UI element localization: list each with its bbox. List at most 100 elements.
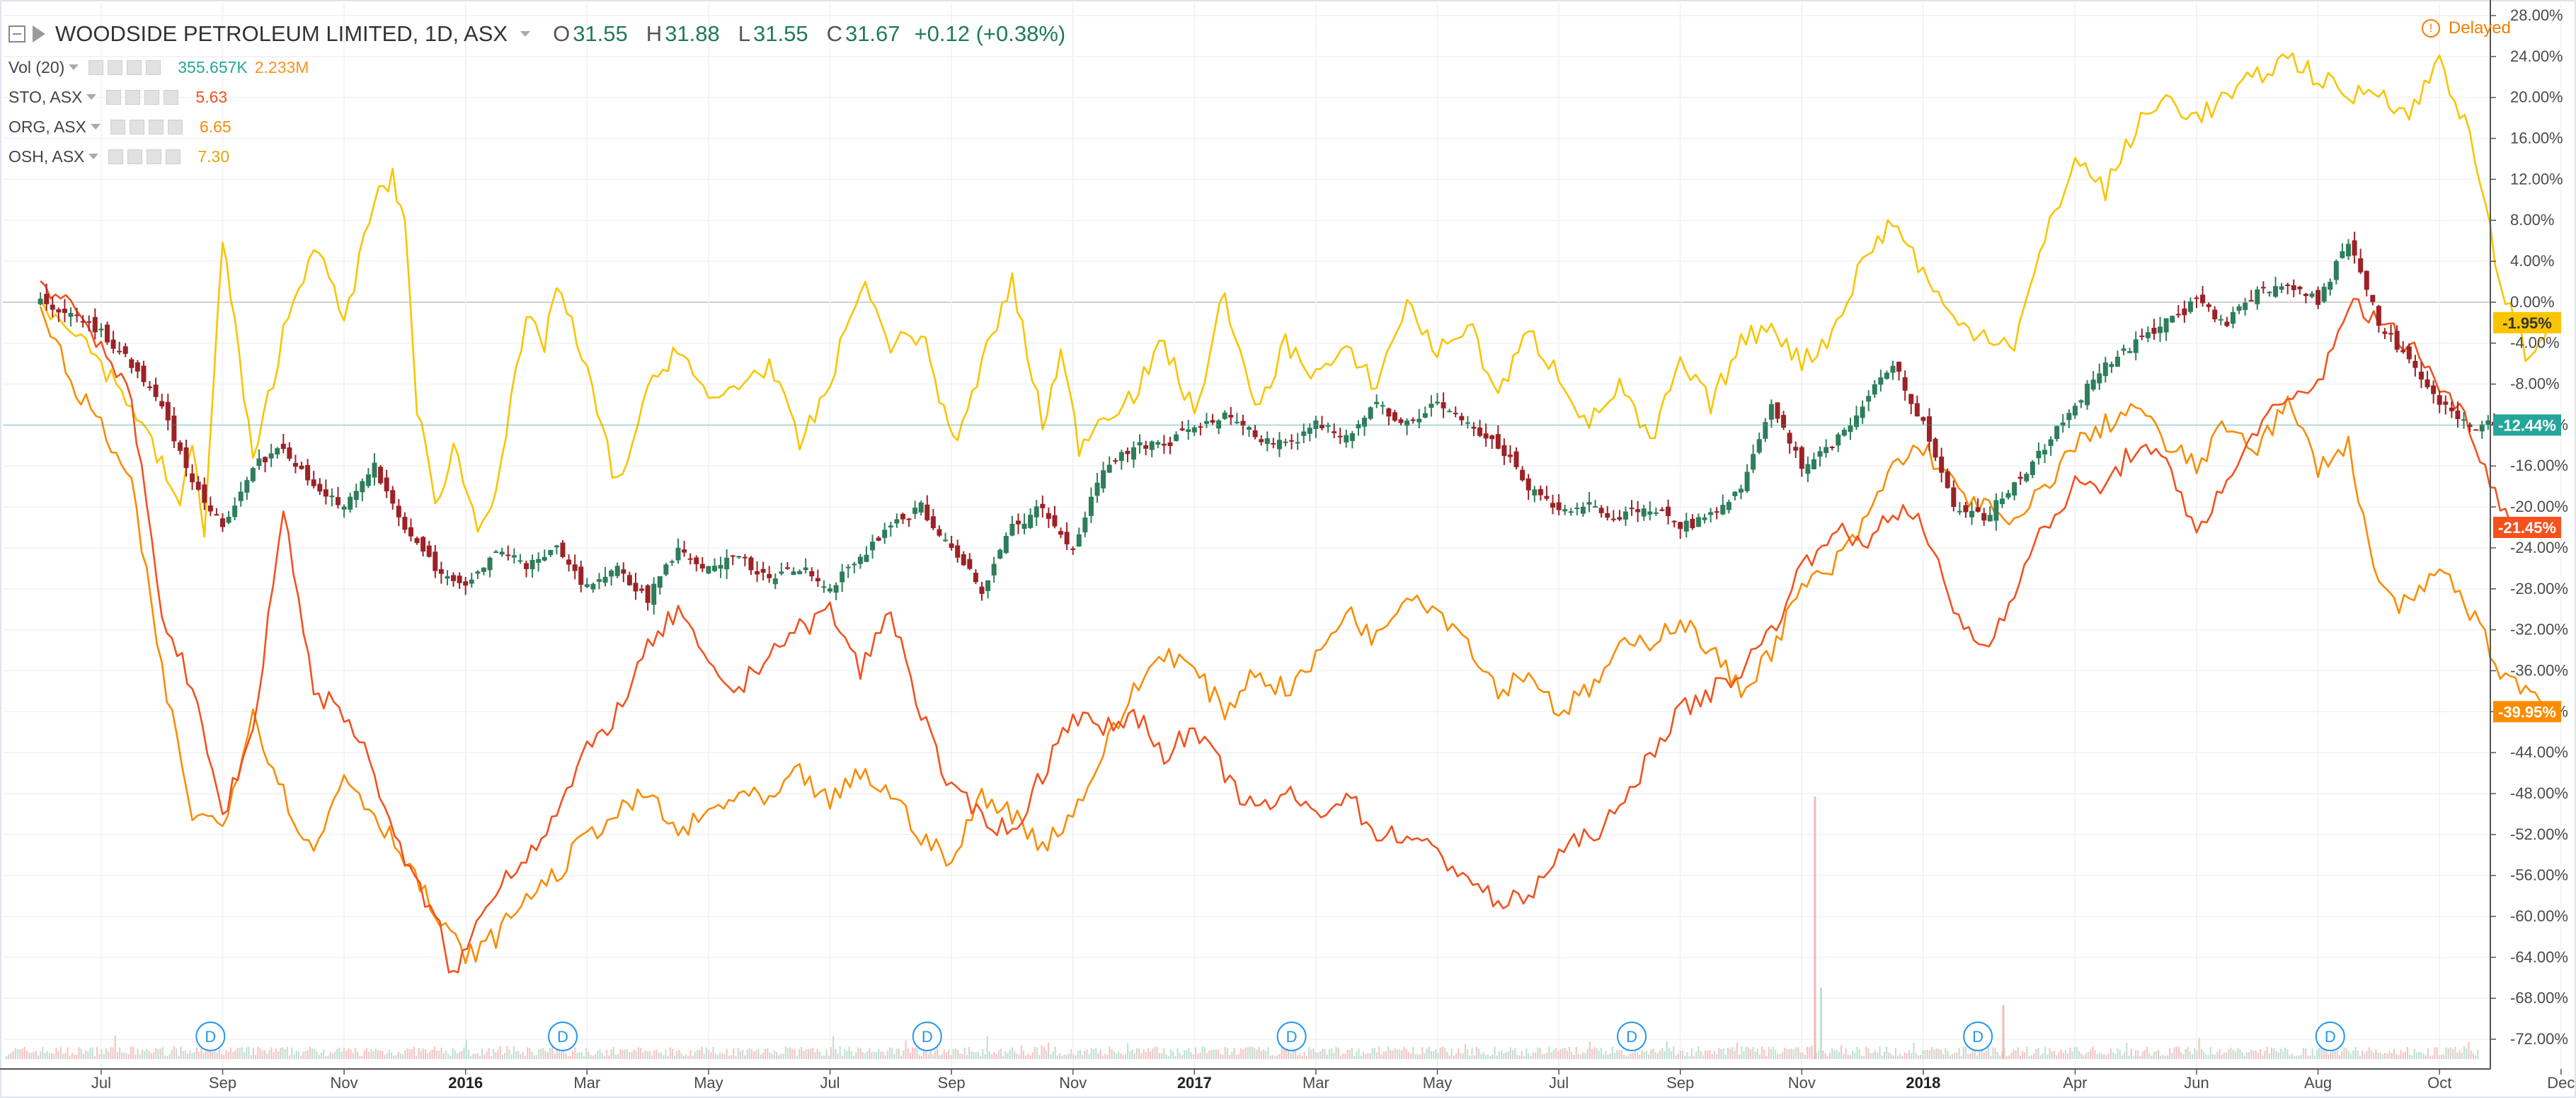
volume-bar — [1482, 1052, 1484, 1059]
chevron-down-icon[interactable] — [86, 94, 97, 100]
volume-bar — [234, 1050, 236, 1059]
chevron-down-icon[interactable] — [88, 154, 99, 159]
symbol-title[interactable]: WOODSIDE PETROLEUM LIMITED, 1D, ASX — [55, 21, 508, 46]
delayed-indicator[interactable]: ! Delayed — [2421, 18, 2511, 38]
volume-bar — [1050, 1054, 1052, 1059]
candle-body — [1999, 498, 2005, 505]
chevron-down-icon[interactable] — [520, 31, 531, 37]
volume-bar — [1475, 1046, 1477, 1059]
volume-bar — [1557, 1051, 1559, 1059]
compare-label[interactable]: OSH, ASX — [8, 147, 85, 166]
volume-bar — [202, 1053, 205, 1059]
volume-bar — [1339, 1056, 1341, 1059]
volume-bar — [1265, 1051, 1267, 1059]
volume-bar — [404, 1050, 406, 1059]
volume-bar — [452, 1048, 454, 1059]
volume-bar — [80, 1048, 82, 1059]
volume-bar — [361, 1056, 363, 1059]
volume-bar — [567, 1056, 569, 1059]
candle-body — [682, 549, 687, 553]
chevron-down-icon[interactable] — [69, 64, 79, 70]
volume-bar — [1072, 1053, 1075, 1059]
volume-bar — [442, 1053, 445, 1059]
volume-bar — [273, 1052, 275, 1059]
volume-bar — [1981, 1049, 1983, 1059]
candle-body — [1118, 452, 1124, 462]
volume-bar — [871, 1052, 873, 1059]
candle-body — [481, 567, 486, 572]
volume-bar — [803, 1051, 805, 1059]
volume-bar — [2162, 1054, 2164, 1059]
eye-icon[interactable] — [106, 89, 122, 105]
volume-bar — [69, 1055, 71, 1059]
volume-bar — [966, 1055, 968, 1059]
candle-body — [384, 477, 389, 492]
volume-bar — [549, 1048, 551, 1059]
volume-bar — [1886, 1046, 1888, 1059]
close-icon[interactable] — [167, 119, 183, 135]
volume-bar — [2151, 1056, 2153, 1059]
gear-icon[interactable] — [125, 89, 141, 105]
volume-bar — [508, 1049, 510, 1059]
volume-bar — [1469, 1055, 1471, 1059]
volume-bar — [416, 1056, 418, 1059]
candle-body — [718, 565, 723, 569]
volume-bar — [119, 1047, 121, 1059]
candle-body — [572, 564, 578, 571]
volume-bar — [1992, 1047, 1994, 1059]
candle-body — [1544, 496, 1550, 499]
close-icon[interactable] — [164, 89, 179, 105]
compare-label[interactable]: ORG, ASX — [8, 117, 86, 136]
volume-bar — [2289, 1055, 2291, 1059]
volume-bar — [2463, 1046, 2466, 1059]
volume-bar — [2262, 1055, 2264, 1059]
gear-icon[interactable] — [129, 119, 144, 135]
more-icon[interactable] — [144, 89, 160, 105]
flag-icon[interactable] — [33, 25, 45, 42]
volume-bar — [1518, 1055, 1521, 1059]
volume-bar — [1220, 1053, 1222, 1059]
more-icon[interactable] — [127, 59, 142, 75]
volume-bar — [1731, 1046, 1734, 1059]
candle-body — [1368, 407, 1373, 419]
close-icon[interactable] — [146, 59, 161, 75]
collapse-legend-icon[interactable] — [8, 25, 25, 42]
volume-bar — [825, 1049, 828, 1059]
volume-bar — [184, 1050, 186, 1059]
close-icon[interactable] — [166, 149, 181, 164]
eye-icon[interactable] — [110, 119, 125, 135]
chevron-down-icon[interactable] — [90, 124, 101, 130]
volume-bar — [864, 1053, 866, 1059]
candle-body — [870, 542, 876, 551]
volume-bar — [433, 1046, 435, 1059]
more-icon[interactable] — [148, 119, 164, 135]
volume-bar — [2343, 1047, 2345, 1059]
volume-bar — [2013, 1049, 2015, 1059]
candle-body — [991, 564, 997, 576]
volume-bar — [2237, 1048, 2239, 1059]
volume-bar — [1507, 1051, 1509, 1059]
more-icon[interactable] — [147, 149, 162, 164]
gear-icon[interactable] — [108, 59, 123, 75]
candle-body — [1228, 415, 1234, 418]
volume-bar — [1899, 1053, 1901, 1059]
volume-label[interactable]: Vol (20) — [8, 57, 65, 76]
volume-bar — [1018, 1054, 1020, 1059]
compare-label[interactable]: STO, ASX — [8, 87, 83, 106]
candle-body — [979, 586, 985, 594]
volume-bar — [927, 1053, 929, 1059]
eye-icon[interactable] — [88, 59, 104, 75]
volume-bar — [1290, 1052, 1292, 1059]
candle-body — [1920, 417, 1926, 421]
gear-icon[interactable] — [127, 149, 143, 164]
candle-body — [1732, 491, 1738, 496]
legend: WOODSIDE PETROLEUM LIMITED, 1D, ASX O 31… — [8, 16, 1065, 171]
time-scale[interactable]: Jul Sep Nov 2016 Mar May Jul Sep Nov 2017 Mar May Ju… — [0, 1068, 2575, 1092]
price-scale[interactable]: 28.00%24.00%20.00%16.00%12.00%8.00%4.00%… — [2490, 0, 2568, 1069]
volume-bar — [735, 1056, 737, 1059]
candle-body — [1422, 413, 1428, 418]
volume-bar — [2234, 1051, 2236, 1059]
eye-icon[interactable] — [108, 149, 124, 164]
volume-bar — [30, 1053, 33, 1059]
